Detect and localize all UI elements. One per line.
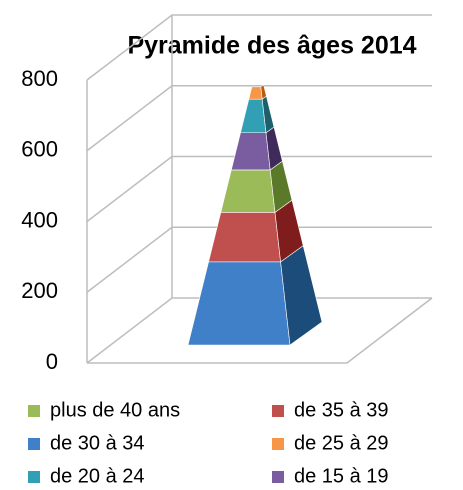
- legend-swatch: [28, 471, 40, 483]
- pyramid-front: [220, 169, 276, 213]
- legend-swatch: [272, 438, 284, 450]
- pyramid-front: [248, 86, 263, 100]
- legend-label: plus de 40 ans: [50, 399, 180, 421]
- legend-label: de 15 à 19: [294, 465, 389, 487]
- floor-edge: [87, 297, 433, 364]
- legend-swatch: [28, 438, 40, 450]
- y-tick-label: 800: [21, 66, 58, 91]
- pyramid-front: [187, 261, 291, 346]
- y-tick-label: 600: [21, 137, 58, 162]
- y-tick-label: 200: [21, 278, 58, 303]
- legend-label: de 30 à 34: [50, 432, 145, 454]
- legend-swatch: [28, 405, 40, 417]
- pyramid-front: [208, 212, 281, 263]
- legend-swatch: [272, 471, 284, 483]
- legend-label: de 20 à 24: [50, 465, 145, 487]
- legend-label: de 25 à 29: [294, 432, 389, 454]
- y-tick-label: 400: [21, 207, 58, 232]
- pyramid-side: [260, 84, 267, 100]
- pyramid-front: [230, 132, 271, 171]
- pyramid-front: [240, 98, 267, 134]
- y-tick-label: 0: [46, 349, 58, 374]
- legend-label: de 35 à 39: [294, 399, 389, 421]
- legend-swatch: [272, 405, 284, 417]
- chart-title: Pyramide des âges 2014: [127, 32, 416, 60]
